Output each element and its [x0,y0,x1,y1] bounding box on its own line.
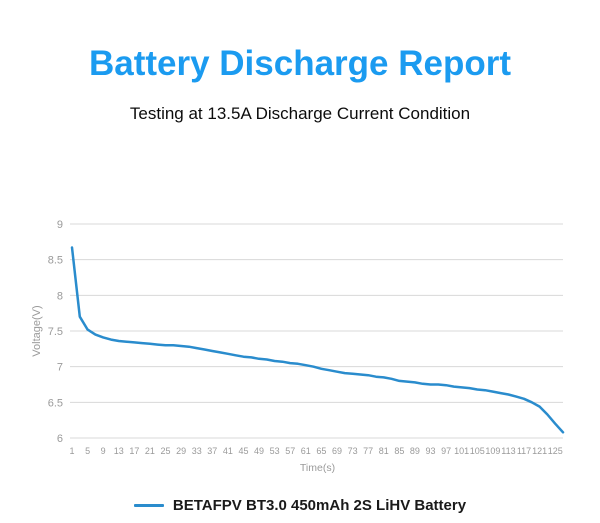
x-tick-label: 73 [348,446,358,456]
x-tick-label: 65 [316,446,326,456]
x-tick-label: 29 [176,446,186,456]
y-tick-label: 8.5 [48,255,63,267]
y-tick-label: 6 [57,433,63,445]
chart-legend: BETAFPV BT3.0 450mAh 2S LiHV Battery [0,492,600,518]
discharge-chart: 6 6.5 7 7.5 8 8.5 9 Voltage(V) 1 5 9 13 17 21 25 29 33 37… [0,204,600,484]
y-tick-label: 8 [57,290,63,302]
x-tick-label: 89 [410,446,420,456]
x-tick-label: 117 [517,446,531,456]
x-tick-label: 41 [223,446,233,456]
y-tick-label: 9 [57,219,63,231]
y-tick-label: 7 [57,362,63,374]
x-tick-label: 61 [301,446,311,456]
x-tick-label: 25 [161,446,171,456]
battery-discharge-report-page: Battery Discharge Report Testing at 13.5… [0,44,600,523]
x-tick-label: 69 [332,446,342,456]
x-tick-label: 5 [85,446,90,456]
x-tick-label: 77 [363,446,373,456]
x-tick-label: 1 [69,446,74,456]
x-tick-label: 37 [207,446,217,456]
y-axis-title: Voltage(V) [31,305,43,356]
x-tick-label: 21 [145,446,155,456]
x-tick-label: 125 [548,446,563,456]
x-tick-label: 45 [238,446,248,456]
x-tick-label: 121 [532,446,547,456]
x-tick-label: 113 [501,446,515,456]
x-tick-label: 9 [101,446,106,456]
legend-line-marker [133,503,164,507]
page-subtitle: Testing at 13.5A Discharge Current Condi… [129,104,471,123]
x-tick-label: 109 [485,446,500,456]
discharge-chart-svg: 6 6.5 7 7.5 8 8.5 9 Voltage(V) 1 5 9 13 17 21 25 29 33 37… [31,219,565,474]
y-tick-label: 7.5 [48,326,63,338]
page-title: Battery Discharge Report [88,44,512,83]
x-tick-label: 97 [441,446,451,456]
x-axis-title: Time(s) [300,462,335,474]
discharge-curve [70,246,565,434]
y-tick-label: 6.5 [48,397,63,409]
x-tick-label: 93 [426,446,436,456]
legend-label: BETAFPV BT3.0 450mAh 2S LiHV Battery [172,496,467,514]
x-tick-label: 33 [192,446,202,456]
x-tick-label: 105 [470,446,485,456]
x-tick-label: 85 [394,446,404,456]
x-tick-label: 81 [379,446,389,456]
x-tick-label: 53 [270,446,280,456]
x-tick-label: 57 [285,446,295,456]
x-tick-label: 101 [454,446,469,456]
x-tick-label: 49 [254,446,264,456]
x-tick-label: 17 [129,446,139,456]
x-tick-label: 13 [114,446,124,456]
